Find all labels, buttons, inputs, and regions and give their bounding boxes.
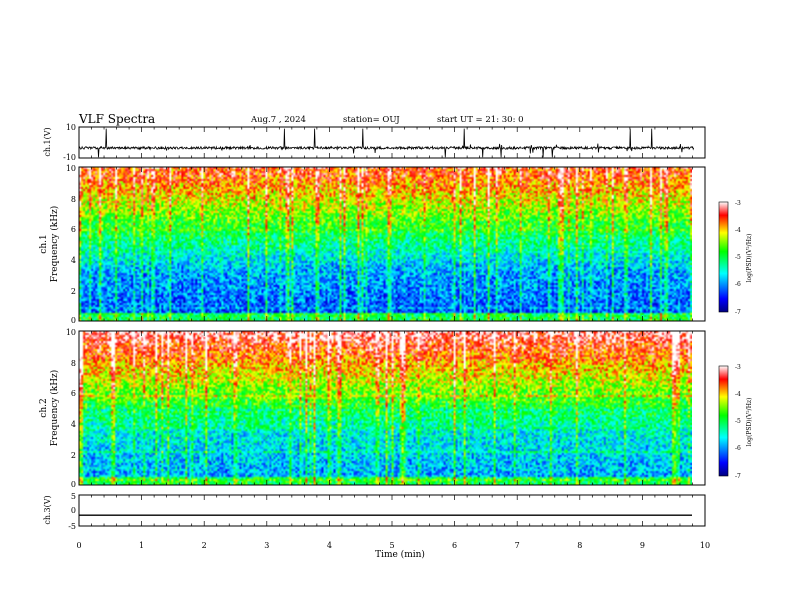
ch2-spectrogram-panel: 0 2 4 6 8 10 ch.2 Frequency (kHz) -3 -4 … [39, 328, 753, 489]
xtick-label-2: 2 [202, 541, 207, 550]
xtick-label-8: 8 [577, 541, 582, 550]
ch1-ytick-2: 2 [71, 287, 76, 296]
ch2-cbar-tick-m5: -5 [735, 418, 741, 425]
ch1-ytick-8: 8 [71, 195, 76, 204]
ch2-cbar-tick-m7: -7 [735, 473, 741, 480]
ch1-waveform-frame [78, 126, 706, 159]
ch2-spectrogram-image [79, 331, 692, 485]
ch2-colorbar [718, 365, 729, 477]
station-label: station= OUJ [343, 115, 400, 125]
ch1-ytick-bottom: -10 [63, 153, 76, 162]
ch1-ytick-top: 10 [66, 123, 76, 132]
xtick-label-4: 4 [327, 541, 332, 550]
ch2-colorbar-label: log(PSD)(V²/Hz) [746, 398, 753, 447]
ch1-ytick-10: 10 [66, 164, 76, 173]
xtick-label-0: 0 [76, 541, 81, 550]
ch1-spec-ylabel-channel: ch.1 [39, 234, 49, 253]
ch1-waveform-line [78, 128, 695, 158]
xtick-label-7: 7 [515, 541, 520, 550]
ch3-ytick-0: 0 [71, 506, 76, 515]
ch2-spec-ylabel-frequency: Frequency (kHz) [49, 370, 60, 447]
xtick-label-9: 9 [640, 541, 645, 550]
ch1-colorbar-label: log(PSD)(V²/Hz) [746, 234, 753, 283]
ch2-cbar-tick-m3: -3 [735, 364, 741, 371]
start-time-label: start UT = 21: 30: 0 [437, 115, 524, 125]
ch1-cbar-tick-m4: -4 [735, 227, 741, 234]
figure-title: VLF Spectra [79, 112, 156, 126]
xtick-label-1: 1 [139, 541, 144, 550]
ch3-frame [78, 494, 706, 527]
ch3-panel: 5 0 -5 ch.3(V) 0 1 2 3 4 5 6 7 8 9 10 Time (min) [43, 492, 710, 560]
ch1-spec-ylabel-frequency: Frequency (kHz) [49, 206, 60, 283]
ch2-ytick-10: 10 [66, 328, 76, 337]
ch1-spectrogram-image [79, 167, 692, 321]
ch2-ytick-8: 8 [71, 359, 76, 368]
ch3-ytick-5: 5 [71, 492, 76, 501]
xtick-label-5: 5 [389, 541, 394, 550]
ch1-cbar-tick-m6: -6 [735, 281, 741, 288]
ch1-cbar-tick-m7: -7 [735, 309, 741, 316]
xtick-label-3: 3 [264, 541, 269, 550]
ch1-spectrogram-panel: 0 2 4 6 8 10 ch.1 Frequency (kHz) -3 -4 … [39, 164, 753, 325]
ch2-cbar-tick-m4: -4 [735, 391, 741, 398]
ch3-ylabel: ch.3(V) [43, 495, 52, 524]
ch2-cbar-tick-m6: -6 [735, 445, 741, 452]
ch2-ytick-0: 0 [71, 480, 76, 489]
ch1-ytick-4: 4 [71, 256, 76, 265]
time-axis-label: Time (min) [375, 549, 425, 560]
xtick-label-6: 6 [452, 541, 457, 550]
ch1-ytick-6: 6 [71, 225, 76, 234]
ch3-ytick-m5: -5 [68, 522, 76, 531]
tick-marks [78, 127, 706, 526]
ch2-ytick-6: 6 [71, 389, 76, 398]
ch1-waveform-panel: 10 -10 ch.1(V) [43, 123, 706, 162]
ch1-waveform-ylabel: ch.1(V) [43, 127, 52, 156]
ch1-colorbar [718, 201, 729, 313]
ch2-ytick-2: 2 [71, 451, 76, 460]
ch2-spec-ylabel-channel: ch.2 [39, 398, 49, 417]
ch2-ytick-4: 4 [71, 420, 76, 429]
ch1-cbar-tick-m5: -5 [735, 254, 741, 261]
ch1-cbar-tick-m3: -3 [735, 200, 741, 207]
ch1-ytick-0: 0 [71, 316, 76, 325]
date-label: Aug.7 , 2024 [251, 115, 306, 125]
xtick-label-10: 10 [700, 541, 710, 550]
